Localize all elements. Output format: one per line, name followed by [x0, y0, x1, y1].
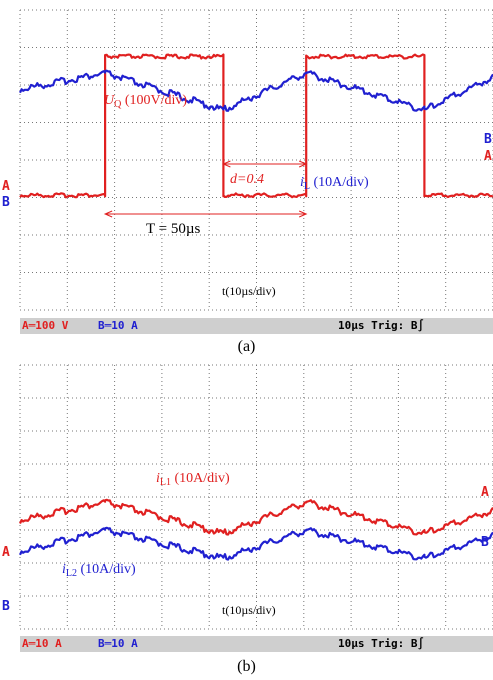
channel-marker-a-right: A [481, 485, 489, 500]
timebase-b: 10µs Trig: B∫ [338, 637, 425, 650]
series-label-il2: iL2 (10A/div) [62, 562, 136, 579]
graticule [19, 9, 493, 311]
channel-marker-b-right: B [484, 132, 492, 147]
x-axis-label: t(10µs/div) [222, 603, 276, 617]
channel-marker-b-right: B [481, 535, 489, 550]
caption-b: (b) [237, 658, 256, 675]
channel-marker-a-right: A [484, 149, 492, 164]
series-line-uq [19, 53, 493, 199]
x-axis-label: t(10µs/div) [222, 284, 276, 298]
duty-arrowheads [222, 160, 308, 168]
graticule [19, 364, 493, 630]
timebase-a: 10µs Trig: B∫ [338, 319, 425, 332]
channel-a-scale-a: A═100 V [22, 319, 69, 332]
series-label-uq: UQ (100V/div) [104, 93, 187, 110]
series-label-il: iL (10A/div) [300, 175, 369, 192]
series-line-il [19, 69, 493, 112]
period-label: T = 50µs [146, 221, 200, 237]
status-bar-b: A═10 A B═10 A 10µs Trig: B∫ [20, 636, 493, 652]
series-line-il1 [19, 498, 493, 536]
channel-marker-b-left: B [2, 599, 10, 614]
series-label-il1: iL1 (10A/div) [156, 471, 230, 488]
channel-marker-a-left: A [2, 179, 10, 194]
channel-b-scale-a: B═10 A [98, 319, 138, 332]
caption-a: (a) [237, 338, 256, 355]
status-bar-a: A═100 V B═10 A 10µs Trig: B∫ [20, 318, 493, 334]
duty-label: d=0.4 [230, 172, 264, 187]
channel-marker-b-left: B [2, 195, 10, 210]
channel-a-scale-b: A═10 A [22, 637, 62, 650]
period-arrowheads [103, 210, 308, 218]
channel-b-scale-b: B═10 A [98, 637, 138, 650]
channel-marker-a-left: A [2, 545, 10, 560]
series-line-il2 [19, 526, 493, 561]
